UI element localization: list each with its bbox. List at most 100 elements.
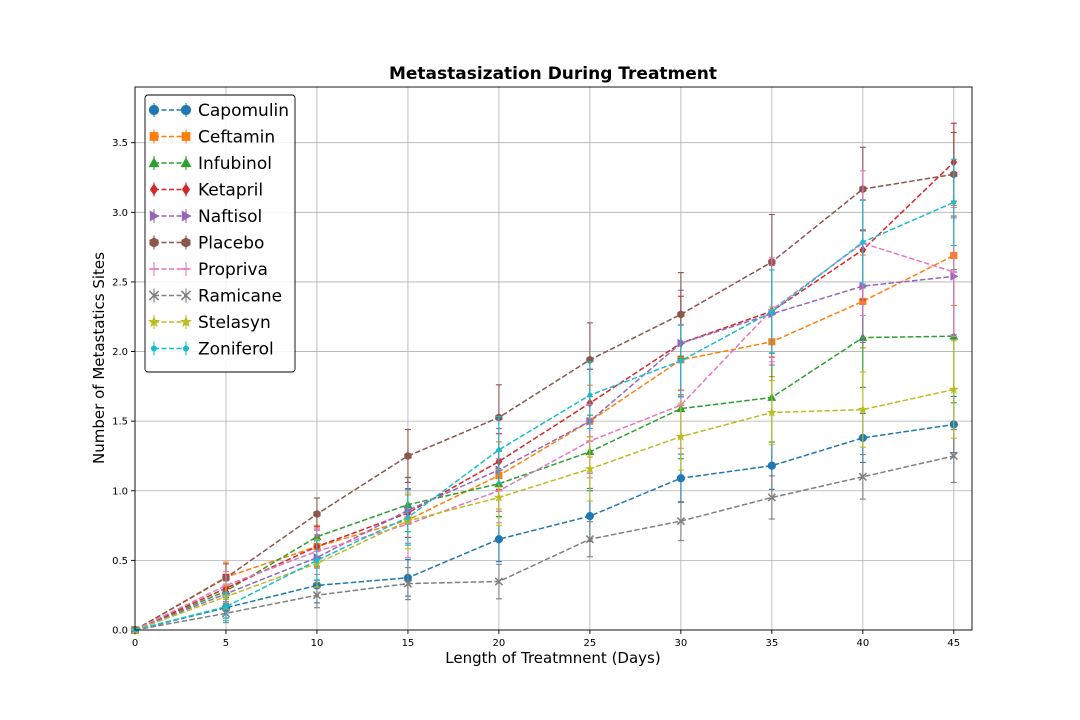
ramicane-legend-label: Ramicane [198,287,282,307]
naftisol-line [134,275,954,631]
ramicane-data-point [312,591,322,600]
infubinol-legend-marker [148,157,160,168]
ceftamin-legend-label: Ceftamin [198,128,275,148]
stelasyn-legend-marker [148,315,160,327]
y-tick-label: 3.0 [112,208,128,219]
legend-item-propriva: Propriva [149,260,268,280]
naftisol-legend-marker [149,210,160,222]
infubinol-legend-label: Infubinol [198,154,272,174]
infubinol-line [134,335,954,631]
capomulin-data-point [676,474,685,483]
placebo-legend-marker [181,237,191,248]
zoniferol-data-point [587,392,593,398]
stelasyn-data-point [494,492,504,502]
ramicane-data-point [676,516,686,526]
placebo-line [134,173,954,631]
ramicane-line [134,455,954,631]
ramicane-data-point [585,535,595,544]
ramicane-legend-marker [148,290,160,301]
capomulin-data-point [767,461,776,470]
ramicane-data-point [858,472,867,482]
y-tick-label: 0.5 [112,556,128,567]
zoniferol-legend-marker [182,345,190,352]
x-tick-label: 15 [402,638,415,649]
legend-item-ketapril: Ketapril [149,181,263,201]
zoniferol-data-point [496,447,502,453]
zoniferol-data-point [951,199,957,205]
capomulin-legend-marker [180,104,192,116]
legend-item-stelasyn: Stelasyn [148,313,271,333]
capomulin-legend-label: Capomulin [198,101,289,121]
stelasyn-data-point [948,384,959,394]
zoniferol-data-point [769,309,775,315]
x-tick-label: 45 [947,638,960,649]
ceftamin-legend-marker [181,132,191,141]
legend-item-ramicane: Ramicane [148,287,282,307]
stelasyn-legend-marker [180,315,192,327]
y-tick-label: 1.5 [112,417,128,428]
y-tick-label: 1.0 [112,486,128,497]
x-tick-label: 20 [493,638,506,649]
ramicane-data-point [949,451,958,461]
capomulin-data-point [585,512,594,521]
x-tick-label: 30 [675,638,688,649]
zoniferol-data-point [314,557,320,563]
infubinol-legend-marker [180,157,192,168]
ketapril-line [134,161,955,631]
legend: Capomulin Ceftamin Infubinol Ketapril Naftis… [144,94,296,373]
legend-item-naftisol: Naftisol [149,207,262,227]
ceftamin-line [134,254,955,631]
ramicane-data-point [494,577,504,586]
series-zoniferol [132,158,957,633]
zoniferol-line [134,201,955,631]
ketapril-legend-label: Ketapril [198,181,263,201]
legend-item-ceftamin: Ceftamin [149,128,275,148]
placebo-legend-label: Placebo [198,234,264,254]
ceftamin-legend-marker [149,132,159,141]
capomulin-data-point [494,535,504,544]
plot-frame [134,86,973,631]
x-tick-label: 25 [584,638,597,649]
placebo-legend-marker [149,237,159,248]
zoniferol-data-point [678,358,684,364]
zoniferol-data-point [860,239,866,245]
zoniferol-data-point [223,604,229,610]
placebo-data-point [677,310,685,319]
y-tick-label: 0.0 [112,626,128,637]
series-layer [130,122,959,635]
stelasyn-data-point [675,431,686,441]
stelasyn-data-point [766,407,777,417]
placebo-data-point [313,509,321,519]
stelasyn-line [134,388,954,631]
legend-item-zoniferol: Zoniferol [150,340,274,360]
zoniferol-legend-label: Zoniferol [198,340,274,360]
naftisol-legend-label: Naftisol [198,207,262,227]
zoniferol-data-point [405,514,411,520]
propriva-legend-label: Propriva [198,260,268,280]
stelasyn-data-point [584,463,595,474]
ramicane-data-point [767,493,777,502]
x-tick-label: 10 [311,638,324,649]
legend-item-placebo: Placebo [149,234,264,254]
ramicane-data-point [403,579,413,588]
chart-title: Metastasization During Treatment [389,64,717,84]
stelasyn-legend-label: Stelasyn [198,313,271,333]
y-tick-label: 2.0 [112,347,128,358]
axis-ticks: 0 5 10 15 20 25 30 35 40 45 0.0 0.5 1.0 1.5 2.0 2.5 3.0 3… [112,138,960,649]
y-axis-label: Number of Metastatics Sites [90,252,108,464]
stelasyn-data-point [857,404,868,414]
x-tick-label: 5 [223,638,229,649]
ketapril-legend-marker [181,183,191,196]
naftisol-legend-marker [181,210,192,222]
zoniferol-legend-marker [150,345,158,352]
y-tick-label: 2.5 [112,277,128,288]
capomulin-legend-marker [148,104,160,116]
ketapril-legend-marker [149,183,159,196]
legend-item-infubinol: Infubinol [148,154,272,174]
ramicane-legend-marker [180,290,192,301]
y-tick-label: 3.5 [112,138,128,149]
x-tick-label: 40 [856,638,869,649]
x-axis-label: Length of Treatmnent (Days) [445,649,660,667]
placebo-data-point [404,451,412,461]
